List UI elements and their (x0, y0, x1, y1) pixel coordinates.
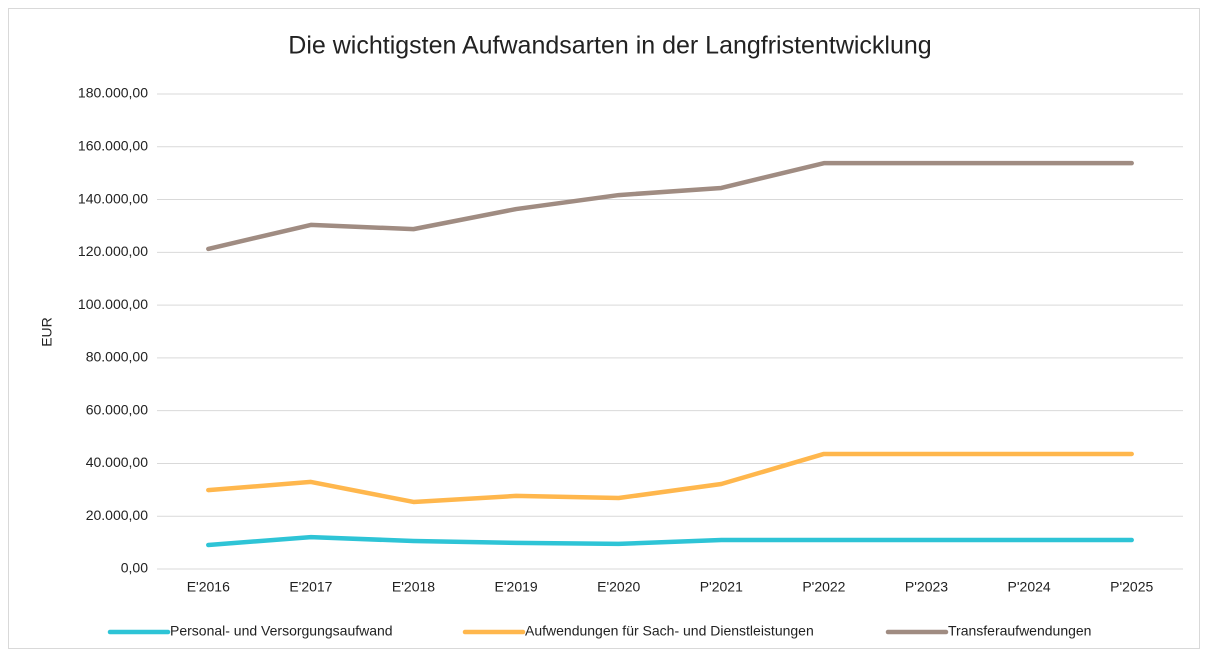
y-tick-label: 100.000,00 (78, 296, 148, 312)
x-tick-label: E'2019 (495, 579, 538, 595)
legend-label: Transferaufwendungen (948, 623, 1091, 639)
y-tick-label: 140.000,00 (78, 190, 148, 206)
x-tick-label: E'2018 (392, 579, 435, 595)
line-series (206, 160, 1134, 252)
legend-label: Personal- und Versorgungsaufwand (170, 623, 393, 639)
x-tick-label: P'2021 (700, 579, 743, 595)
x-tick-label: E'2017 (289, 579, 332, 595)
legend-label: Aufwendungen für Sach- und Dienstleistun… (525, 623, 814, 639)
y-tick-label: 180.000,00 (78, 85, 148, 101)
x-tick-label: P'2024 (1008, 579, 1051, 595)
chart-border (8, 8, 1200, 649)
x-tick-label: P'2025 (1110, 579, 1153, 595)
x-tick-label: P'2023 (905, 579, 948, 595)
y-tick-label: 160.000,00 (78, 137, 148, 153)
y-tick-label: 0,00 (121, 560, 148, 576)
x-tick-label: E'2016 (187, 579, 230, 595)
y-tick-label: 40.000,00 (86, 454, 148, 470)
y-tick-label: 20.000,00 (86, 507, 148, 523)
x-tick-label: E'2020 (597, 579, 640, 595)
y-axis-label: EUR (39, 317, 55, 347)
y-tick-label: 120.000,00 (78, 243, 148, 259)
chart-title: Die wichtigsten Aufwandsarten in der Lan… (288, 32, 931, 60)
y-tick-label: 60.000,00 (86, 401, 148, 417)
x-tick-label: P'2022 (802, 579, 845, 595)
line-series (206, 534, 1134, 548)
line-series (206, 451, 1134, 505)
y-tick-label: 80.000,00 (86, 349, 148, 365)
